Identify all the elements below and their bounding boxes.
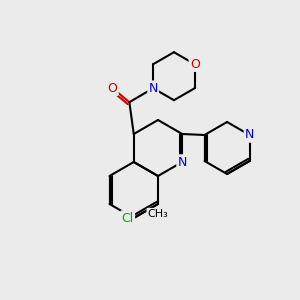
Text: N: N [245,128,254,142]
Text: CH₃: CH₃ [148,209,168,219]
Text: N: N [178,155,187,169]
Text: O: O [108,82,118,95]
Text: N: N [148,82,158,95]
Text: O: O [190,58,200,71]
Text: Cl: Cl [122,212,134,224]
